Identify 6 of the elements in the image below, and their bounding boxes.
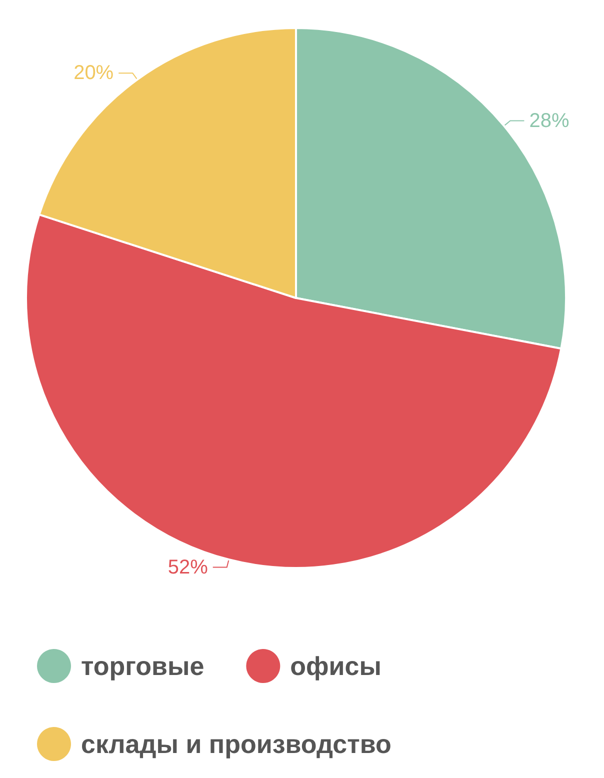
data-label: 20% bbox=[74, 62, 114, 84]
legend-label: торговые bbox=[81, 651, 204, 681]
legend-label: офисы bbox=[290, 651, 382, 681]
legend-label: склады и производство bbox=[81, 729, 392, 759]
data-label: 52% bbox=[168, 556, 208, 578]
data-label: 28% bbox=[529, 110, 570, 132]
